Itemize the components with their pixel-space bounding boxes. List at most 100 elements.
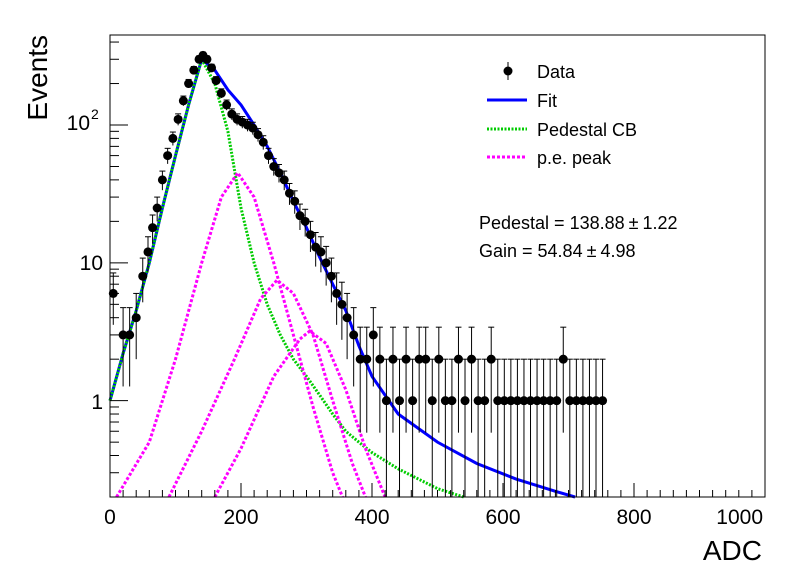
pedestal-cb-curve [108,55,465,499]
legend-label-fit: Fit [537,91,557,111]
data-point [321,258,331,268]
data-point [131,313,141,323]
data-point [571,396,581,406]
data-point [300,216,310,226]
data-point [401,354,411,364]
data-point [337,299,347,309]
y-tick-label-100-base: 10 [67,112,90,135]
data-point [178,96,188,106]
data-point [512,396,522,406]
axes-layer [109,41,766,498]
data-point [434,354,444,364]
data-point [148,223,158,233]
data-point [414,354,424,364]
data-point [473,396,483,406]
x-tick-label-1000: 1000 [716,506,763,529]
data-point [598,396,608,406]
data-point [493,396,503,406]
p-e-peak-3-curve [213,329,387,498]
data-point [440,396,450,406]
data-point [421,354,431,364]
data-point [216,88,226,98]
x-axis-label: ADC [703,535,762,566]
legend-label-pedestal: Pedestal CB [537,120,637,140]
data-point [184,79,194,89]
data-point [447,396,457,406]
legend-item-pe-peak: p.e. peak [487,148,612,168]
annotation-gain: Gain = 54.84 ±4.98 [479,241,636,261]
data-point [552,396,562,406]
data-point [355,354,365,364]
x-tick-label-400: 400 [354,506,389,529]
data-point [506,396,516,406]
p-e-peak-1-curve [115,170,344,498]
data-point [388,354,398,364]
y-tick-label-100-exponent: 2 [91,106,99,122]
annotation-pedestal: Pedestal = 138.88 ±1.22 [479,213,678,233]
data-point [584,396,594,406]
data-point [152,203,162,213]
data-point [499,396,509,406]
data-point [539,396,549,406]
data-point [118,330,128,340]
data-point [207,63,217,73]
data-point [211,76,221,86]
data-point [565,396,575,406]
data-point [279,175,289,185]
data-point [349,330,359,340]
data-point [467,354,477,364]
data-point [264,151,274,161]
data-point [532,396,542,406]
data-point [305,230,315,240]
data-point [519,396,529,406]
p-e-peak-2-curve [167,277,367,498]
data-point [460,396,470,406]
y-tick-label-1: 1 [91,391,103,414]
data-point [326,271,336,281]
legend-label-pe-peak: p.e. peak [537,148,612,168]
data-point [163,151,173,161]
x-tick-label-800: 800 [616,506,651,529]
legend-item-pedestal: Pedestal CB [487,120,637,140]
data-point [284,188,294,198]
data-point [258,137,268,147]
data-point [189,65,199,75]
data-point [591,396,601,406]
data-point [295,211,305,221]
y-axis-label: Events [22,35,53,121]
legend: Data Fit Pedestal CB p.e. peak [487,62,637,168]
data-point [480,396,490,406]
data-point [157,175,167,185]
y-tick-label-10: 10 [80,252,103,275]
data-point [248,123,258,133]
data-point [375,354,385,364]
data-point [290,196,300,206]
data-point [545,396,555,406]
data-point [427,396,437,406]
data-point [368,330,378,340]
data-point [362,354,372,364]
data-point [222,100,232,110]
legend-item-data: Data [503,62,576,82]
fit-results: Pedestal = 138.88 ±1.22 Gain = 54.84 ±4.98 [479,213,678,261]
data-point [173,114,183,124]
data-point [125,330,135,340]
data-point [578,396,588,406]
data-point [274,168,284,178]
data-point [316,247,326,257]
data-layer [108,50,608,497]
legend-item-fit: Fit [487,91,557,111]
data-point [395,396,405,406]
data-point [408,396,418,406]
data-point [558,354,568,364]
data-point [486,354,496,364]
x-tick-label-0: 0 [104,506,116,529]
data-point [202,54,212,64]
data-point [453,354,463,364]
x-tick-label-200: 200 [223,506,258,529]
data-point [168,133,178,143]
x-tick-label-600: 600 [485,506,520,529]
data-point [143,247,153,257]
